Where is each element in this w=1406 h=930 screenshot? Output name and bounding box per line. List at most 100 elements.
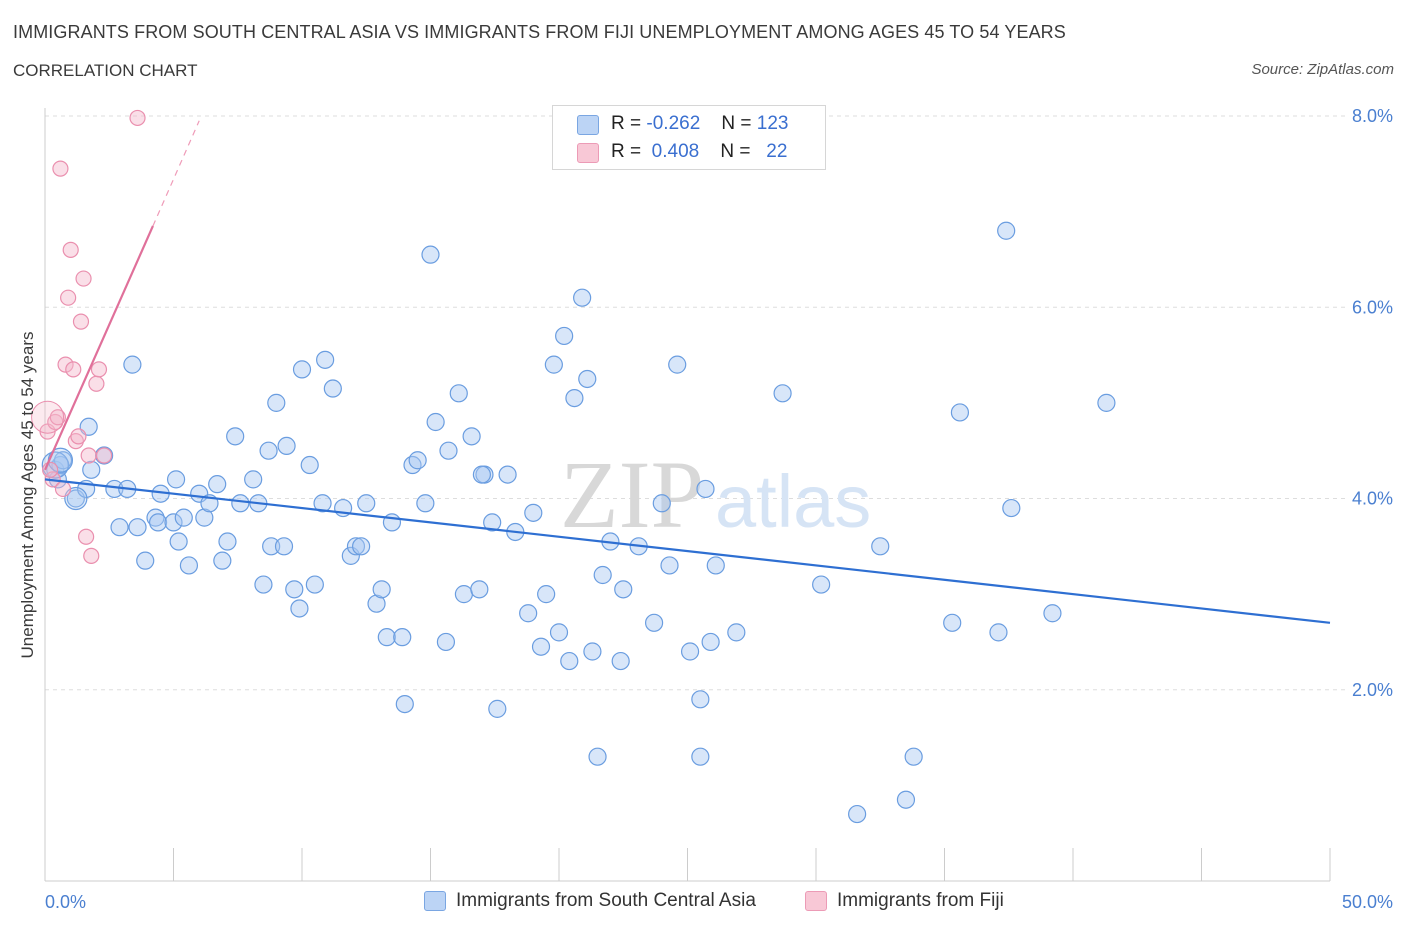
legend-r-value: 0.408: [651, 141, 700, 162]
data-point-south-central-asia: [148, 513, 168, 532]
data-point-south-central-asia: [426, 412, 445, 432]
data-point-fiji: [75, 270, 92, 287]
data-point-fiji: [90, 361, 108, 378]
legend-n-label: N =: [721, 113, 752, 134]
data-point-south-central-asia: [573, 288, 592, 307]
data-point-south-central-asia: [871, 537, 890, 556]
data-point-south-central-asia: [416, 494, 435, 513]
data-point-fiji: [65, 361, 82, 378]
bottom-legend-swatch-blue: [424, 891, 446, 911]
data-point-south-central-asia: [128, 518, 147, 537]
data-point-south-central-asia: [611, 651, 630, 671]
data-point-south-central-asia: [274, 537, 294, 556]
data-point-south-central-asia: [549, 623, 569, 642]
legend-n-value: 123: [756, 113, 789, 134]
data-point-south-central-asia: [421, 245, 440, 264]
data-point-south-central-asia: [439, 441, 458, 460]
data-point-south-central-asia: [498, 465, 517, 484]
data-point-fiji: [60, 289, 77, 306]
series-fiji-points: [31, 109, 146, 564]
data-point-south-central-asia: [668, 355, 687, 374]
data-point-south-central-asia: [488, 699, 507, 718]
data-point-south-central-asia: [259, 441, 278, 460]
data-point-fiji-large: [31, 400, 65, 434]
data-point-south-central-asia: [706, 556, 725, 575]
data-point-south-central-asia-large: [64, 486, 88, 511]
legend-n-value: 22: [766, 141, 788, 162]
data-point-fiji: [88, 375, 105, 392]
data-point-south-central-asia: [267, 393, 286, 412]
data-point-south-central-asia: [195, 508, 214, 527]
data-point-south-central-asia: [377, 628, 396, 647]
data-point-south-central-asia: [244, 470, 263, 489]
data-point-south-central-asia: [691, 747, 710, 766]
chart-subtitle: CORRELATION CHART: [13, 61, 198, 80]
data-point-fiji: [67, 433, 84, 450]
trend-line-fiji-extension: [152, 120, 200, 227]
data-point-south-central-asia: [372, 580, 391, 599]
data-point-south-central-asia: [346, 537, 366, 556]
data-point-south-central-asia: [644, 613, 664, 632]
data-point-south-central-asia: [519, 604, 538, 623]
data-point-south-central-asia: [652, 494, 671, 513]
data-point-fiji: [83, 547, 100, 564]
data-point-south-central-asia: [53, 451, 73, 470]
data-point-south-central-asia: [174, 508, 193, 527]
data-point-south-central-asia: [110, 518, 129, 537]
data-point-south-central-asia: [1002, 498, 1021, 518]
data-point-south-central-asia: [226, 427, 245, 446]
data-point-south-central-asia: [305, 575, 324, 594]
series-south-central-asia-points: [41, 221, 1116, 824]
data-point-south-central-asia: [323, 379, 342, 398]
data-point-south-central-asia: [436, 632, 456, 652]
data-point-south-central-asia: [560, 651, 579, 671]
data-point-south-central-asia: [51, 455, 70, 475]
bottom-legend-swatch-pink: [805, 891, 827, 911]
data-point-south-central-asia: [472, 465, 491, 484]
data-point-fiji: [78, 528, 95, 545]
correlation-legend: R = -0.262 N = 123 R = 0.408 N = 22: [552, 105, 826, 170]
bottom-legend-label: Immigrants from South Central Asia: [456, 890, 756, 911]
legend-n-label: N =: [720, 141, 751, 162]
data-point-south-central-asia: [680, 642, 700, 661]
data-point-fiji: [80, 447, 97, 464]
data-point-south-central-asia: [136, 551, 155, 570]
data-point-south-central-asia: [614, 580, 633, 599]
data-point-south-central-asia: [997, 221, 1016, 240]
data-point-south-central-asia: [395, 694, 414, 714]
legend-r-label: R =: [611, 141, 642, 162]
data-point-south-central-asia: [300, 455, 319, 475]
data-point-south-central-asia: [367, 594, 386, 613]
data-point-fiji: [57, 356, 74, 373]
data-point-south-central-asia: [593, 565, 612, 585]
data-point-south-central-asia: [316, 350, 335, 369]
data-point-south-central-asia: [166, 470, 186, 489]
data-point-south-central-asia: [179, 556, 199, 575]
y-tick-label: 4.0%: [1352, 489, 1393, 509]
trend-line-fiji: [43, 225, 154, 471]
data-point-south-central-asia: [524, 503, 543, 522]
data-point-south-central-asia: [285, 580, 304, 599]
watermark-zip: ZIP: [560, 441, 704, 548]
data-point-south-central-asia: [123, 355, 142, 374]
trend-line-south-central-asia: [44, 478, 1331, 624]
data-point-south-central-asia: [164, 513, 183, 532]
data-point-south-central-asia: [691, 690, 710, 709]
data-point-south-central-asia: [950, 403, 970, 422]
data-point-south-central-asia: [537, 585, 556, 604]
data-point-south-central-asia: [213, 551, 232, 570]
data-point-south-central-asia: [146, 508, 165, 527]
data-point-fiji: [52, 160, 69, 177]
data-point-fiji: [70, 428, 87, 445]
data-point-south-central-asia: [583, 642, 602, 661]
data-point-south-central-asia: [989, 623, 1008, 642]
data-point-fiji: [96, 447, 113, 464]
axis-ticks: 2.0% 4.0% 6.0% 8.0% 0.0% 50.0%: [44, 106, 1393, 912]
data-point-south-central-asia: [1097, 393, 1116, 412]
data-point-south-central-asia: [483, 513, 502, 532]
data-point-fiji: [62, 241, 79, 258]
legend-r-value: -0.262: [646, 113, 701, 134]
x-tick-label: 50.0%: [1342, 892, 1393, 912]
y-tick-label: 6.0%: [1352, 297, 1393, 317]
data-point-south-central-asia: [393, 628, 412, 647]
